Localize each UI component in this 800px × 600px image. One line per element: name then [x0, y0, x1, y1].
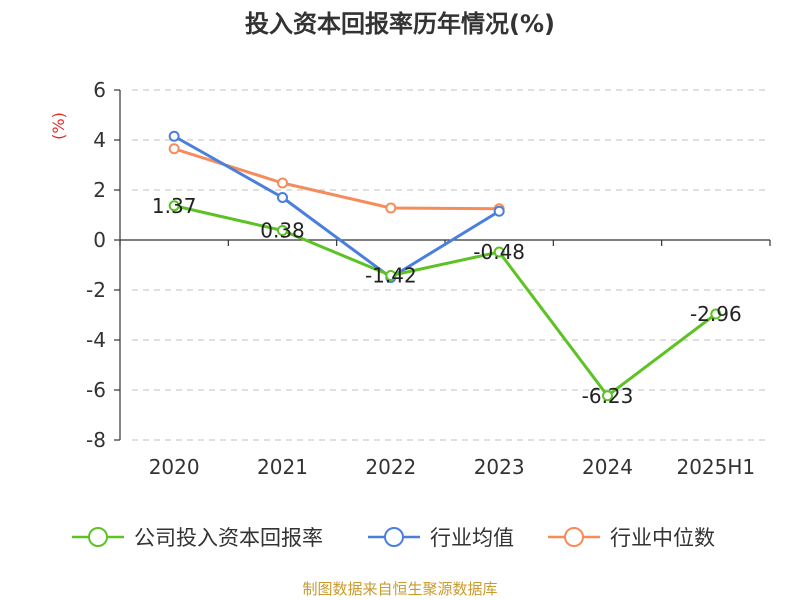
- x-tick-labels: 2020 2021 2022 2023 2024 2025H1: [149, 455, 755, 479]
- series-line: [173, 134, 500, 279]
- x-tick-label: 2024: [582, 455, 633, 479]
- series-lines: [168, 130, 722, 402]
- series-line: [173, 204, 717, 398]
- data-point: [385, 202, 397, 214]
- data-point: [493, 246, 505, 258]
- data-point: [168, 143, 180, 155]
- x-tick-label: 2021: [257, 455, 308, 479]
- y-tick-label: -8: [86, 428, 106, 452]
- y-tick-label: -4: [86, 328, 106, 352]
- data-point: [493, 205, 505, 217]
- y-unit-label: (%): [49, 112, 68, 140]
- legend-circle-marker: [564, 527, 584, 547]
- y-tick-label: -6: [86, 378, 106, 402]
- data-label: -6.23: [582, 384, 634, 408]
- data-point: [710, 308, 722, 320]
- axes: [114, 89, 771, 441]
- data-label: -1.42: [365, 264, 417, 288]
- data-label: -0.48: [473, 240, 525, 264]
- y-tick-labels: 6 4 2 0 -2 -4 -6 -8: [86, 78, 106, 452]
- x-tick-label: 2020: [149, 455, 200, 479]
- legend-circle-marker: [88, 527, 108, 547]
- data-labels: 1.37 0.38 -1.42 -0.48 -6.23 -2.96: [152, 194, 742, 408]
- x-tick-label: 2023: [474, 455, 525, 479]
- data-point: [277, 225, 288, 236]
- data-point: [602, 390, 613, 402]
- legend-circle-marker: [384, 527, 404, 547]
- series-line: [173, 147, 500, 211]
- data-label: 1.37: [152, 194, 197, 218]
- x-tick-label: 2025H1: [676, 455, 755, 479]
- legend-item[interactable]: 公司投入资本回报率: [72, 526, 323, 550]
- data-label: -2.96: [690, 302, 742, 326]
- y-tick-label: 4: [93, 128, 106, 152]
- data-point: [385, 270, 397, 281]
- legend-item[interactable]: 行业均值: [368, 526, 514, 550]
- data-point: [168, 200, 180, 212]
- y-tick-label: 6: [93, 78, 106, 102]
- legend-label: 行业均值: [430, 526, 514, 550]
- y-tick-label: 0: [93, 228, 106, 252]
- data-point: [277, 192, 288, 203]
- x-tick-label: 2022: [365, 455, 416, 479]
- legend: 公司投入资本回报率 行业均值 行业中位数: [72, 526, 715, 550]
- legend-item[interactable]: 行业中位数: [548, 526, 715, 550]
- data-point: [277, 177, 288, 189]
- y-tick-label: -2: [86, 278, 106, 302]
- grid-lines: [132, 89, 770, 441]
- source-note: 制图数据来自恒生聚源数据库: [302, 580, 497, 598]
- legend-label: 公司投入资本回报率: [134, 526, 323, 550]
- data-point: [168, 130, 180, 142]
- y-tick-label: 2: [93, 178, 106, 202]
- data-label: 0.38: [260, 219, 305, 243]
- chart-title: 投入资本回报率历年情况(%): [245, 10, 555, 38]
- legend-label: 行业中位数: [610, 526, 715, 550]
